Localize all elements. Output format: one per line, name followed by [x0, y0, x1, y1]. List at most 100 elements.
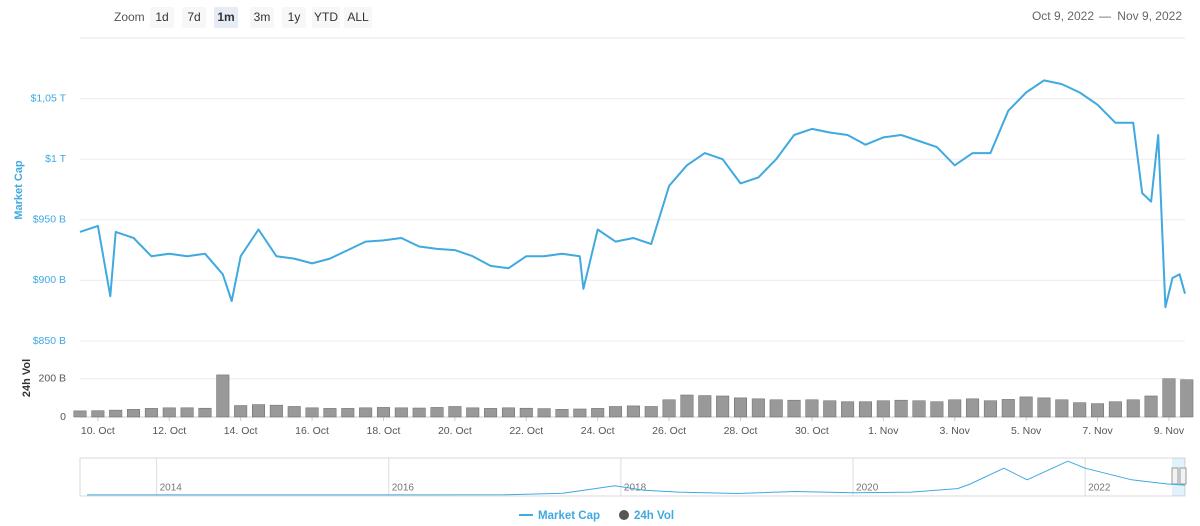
- bar: [644, 406, 658, 418]
- bar: [626, 405, 640, 418]
- x-tick-label: 20. Oct: [438, 425, 472, 437]
- zoom-button[interactable]: 1d: [155, 10, 168, 24]
- bar: [537, 408, 551, 418]
- bar: [448, 406, 462, 418]
- y-tick-label: 200 B: [39, 373, 66, 385]
- bar: [930, 401, 944, 418]
- bar: [966, 398, 980, 418]
- bar: [1037, 397, 1051, 418]
- bar: [269, 404, 283, 418]
- bar: [858, 401, 872, 418]
- x-tick-label: 18. Oct: [367, 425, 401, 437]
- zoom-button[interactable]: 1m: [217, 10, 234, 24]
- bar: [412, 407, 426, 418]
- bar: [716, 395, 730, 418]
- bar: [430, 407, 444, 418]
- y-tick-label: 0: [60, 411, 66, 423]
- x-tick-label: 2018: [624, 483, 647, 494]
- y-tick-label: $900 B: [33, 274, 66, 286]
- date-to: Nov 9, 2022: [1117, 9, 1182, 23]
- bar: [216, 374, 230, 418]
- bar: [91, 410, 105, 418]
- bar: [591, 408, 605, 418]
- bar: [109, 409, 123, 418]
- zoom-button-bg[interactable]: [150, 7, 174, 28]
- zoom-button-bg[interactable]: [312, 7, 340, 28]
- bar: [805, 399, 819, 418]
- bar: [162, 407, 176, 418]
- bar: [734, 397, 747, 418]
- navigator-handle[interactable]: [1171, 467, 1179, 485]
- x-tick-label: 2014: [160, 483, 183, 494]
- y-axis-title: 24h Vol: [21, 359, 33, 397]
- x-tick-label: 24. Oct: [581, 425, 615, 437]
- bar: [1126, 399, 1140, 418]
- y-tick-label: $850 B: [33, 335, 66, 347]
- legend-label[interactable]: 24h Vol: [634, 510, 674, 522]
- x-tick-label: 22. Oct: [509, 425, 543, 437]
- zoom-button-bg[interactable]: [214, 7, 238, 28]
- navigator-handle[interactable]: [1179, 467, 1187, 485]
- y-tick-label: $950 B: [33, 214, 66, 226]
- bar: [305, 407, 319, 418]
- bar: [1144, 395, 1158, 418]
- bar: [662, 399, 676, 418]
- x-tick-label: 26. Oct: [652, 425, 686, 437]
- x-tick-label: 2016: [392, 483, 415, 494]
- y-tick-label: $1,05 T: [31, 92, 67, 104]
- bar: [466, 407, 480, 418]
- bar: [823, 400, 837, 418]
- zoom-button[interactable]: 7d: [187, 10, 200, 24]
- x-tick-label: 2020: [856, 483, 879, 494]
- y-axis-title: Market Cap: [13, 160, 25, 220]
- bar: [1055, 399, 1069, 418]
- bar: [127, 409, 141, 418]
- bar: [180, 407, 194, 418]
- bar: [1108, 401, 1122, 418]
- bar: [519, 407, 533, 418]
- x-tick-label: 9. Nov: [1154, 425, 1185, 437]
- bar: [1001, 399, 1015, 418]
- bar: [609, 406, 623, 418]
- zoom-button-bg[interactable]: [344, 7, 372, 28]
- bar: [680, 394, 694, 418]
- bar: [1019, 396, 1033, 418]
- bar: [751, 398, 765, 418]
- line: [87, 460, 1186, 496]
- x-tick-label: 12. Oct: [152, 425, 186, 437]
- date-from: Oct 9, 2022: [1032, 9, 1094, 23]
- bar: [73, 410, 87, 418]
- bar: [912, 400, 926, 418]
- bar: [876, 400, 890, 418]
- date-separator: —: [1099, 9, 1111, 23]
- legend-label[interactable]: Market Cap: [538, 510, 600, 522]
- zoom-button-bg[interactable]: [282, 7, 306, 28]
- y-tick-label: $1 T: [45, 153, 66, 165]
- x-tick-label: 30. Oct: [795, 425, 829, 437]
- bar: [983, 400, 997, 418]
- bar: [698, 395, 712, 418]
- zoom-button[interactable]: 1y: [288, 10, 301, 24]
- x-tick-label: 7. Nov: [1082, 425, 1113, 437]
- zoom-button[interactable]: YTD: [314, 10, 338, 24]
- bar: [1073, 402, 1087, 418]
- zoom-button-bg[interactable]: [250, 7, 274, 28]
- bar: [341, 408, 355, 418]
- bar: [323, 408, 337, 418]
- bar: [787, 399, 801, 418]
- bar: [501, 407, 515, 418]
- bar: [144, 408, 158, 418]
- bar: [394, 407, 408, 418]
- bar: [359, 407, 373, 418]
- zoom-button[interactable]: ALL: [347, 10, 369, 24]
- zoom-button[interactable]: 3m: [254, 10, 271, 24]
- bar: [1162, 378, 1176, 418]
- zoom-button-bg[interactable]: [182, 7, 206, 28]
- line: [79, 79, 1186, 309]
- bar: [769, 399, 783, 418]
- bar: [287, 406, 301, 418]
- legend-marker[interactable]: [619, 510, 629, 520]
- bar: [573, 408, 587, 418]
- x-tick-label: 5. Nov: [1011, 425, 1042, 437]
